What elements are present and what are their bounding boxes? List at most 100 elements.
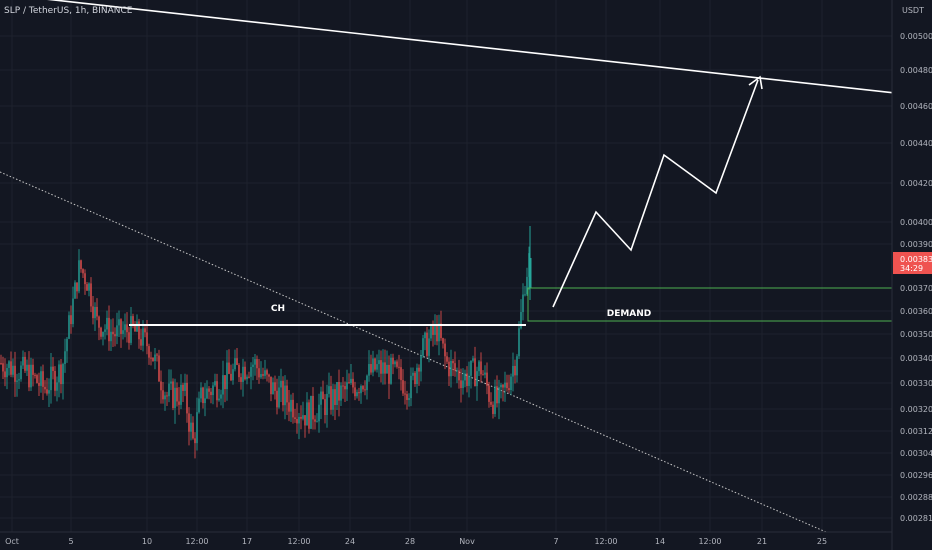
candle-body [386,364,388,374]
candle-body [490,401,492,405]
candle-body [166,395,168,397]
candle-body [282,380,284,406]
candle-body [444,343,446,357]
candle-body [392,357,394,365]
candle-body [236,358,238,365]
x-tick-label: 12:00 [698,537,721,546]
candle-body [56,382,58,391]
candle-body [216,381,218,401]
candle-body [64,351,66,365]
price-axis-bg [892,0,932,550]
candle-body [184,382,186,391]
candle-body [6,367,8,378]
candle-body [308,402,310,429]
y-tick-label: 0.00500 [900,32,932,41]
candle-body [472,358,474,361]
candle-body [374,358,376,370]
candle-body [424,332,426,339]
candle-body [188,413,190,432]
symbol-title[interactable]: SLP / TetherUS, 1h, BINANCE [4,6,133,16]
candle-body [100,327,102,337]
candle-body [326,393,328,416]
y-tick-label: 0.00312 [900,427,932,436]
candle-body [146,332,148,347]
candle-body [208,388,210,392]
candle-body [380,360,382,374]
candle-body [462,380,464,389]
candle-body [214,381,216,386]
candle-body [148,346,150,358]
candle-body [348,382,350,384]
annotations: CH DEMAND [129,75,893,326]
candle-body [192,422,194,439]
candle-body [520,312,522,329]
candle-body [376,364,378,370]
candle-body [394,361,396,365]
candle-body [44,386,46,390]
candle-body [26,364,28,371]
candle-body [42,371,44,387]
candle-body [276,390,278,408]
candle-body [138,321,140,340]
candle-body [150,357,152,359]
candle-body [90,283,92,307]
candle-body [2,363,4,372]
candle-body [258,368,260,378]
candle-body [10,361,12,375]
candle-body [446,356,448,362]
candle-body [22,356,24,366]
candle-body [204,398,206,404]
candle-body [438,323,440,342]
x-tick-label: 10 [142,537,152,546]
candle-body [40,371,42,386]
candle-body [142,328,144,346]
candle-body [24,356,26,371]
candles [0,226,532,459]
candle-body [88,283,90,291]
candle-body [414,372,416,385]
candle-body [516,356,518,376]
y-tick-label: 0.00370 [900,284,932,293]
descending-trendline-dotted[interactable] [0,171,827,533]
current-price-tag[interactable] [893,252,932,274]
candle-body [156,354,158,356]
candle-body [136,321,138,332]
projection-arrowhead [748,75,763,90]
candle-body [346,382,348,390]
candle-body [224,375,226,390]
candle-body [134,325,136,332]
candle-body [478,361,480,372]
candle-body [28,364,30,388]
candle-body [344,386,346,390]
candle-body [372,358,374,373]
candle-body [118,319,120,326]
current-price: 0.00383 [900,255,932,264]
candle-body [266,370,268,375]
candle-body [318,404,320,422]
candle-body [20,365,22,380]
candle-body [80,260,82,270]
candle-body [256,359,258,369]
descending-trendline-top[interactable] [0,0,896,94]
candle-body [164,395,166,400]
y-tick-label: 0.00360 [900,307,932,316]
candle-body [460,380,462,389]
candle-body [356,392,358,397]
candle-body [500,384,502,388]
y-tick-label: 0.00296 [900,471,932,480]
candle-body [322,391,324,400]
candle-body [518,328,520,357]
candle-body [234,358,236,370]
candle-body [482,374,484,376]
candle-body [522,294,524,313]
candle-body [412,372,414,376]
candle-body [46,389,48,394]
candle-body [124,324,126,331]
candle-body [122,330,124,334]
candle-body [130,316,132,343]
projection-path[interactable] [552,79,759,308]
candle-body [296,418,298,424]
candle-body [70,315,72,325]
currency-label: USDT [902,6,924,15]
